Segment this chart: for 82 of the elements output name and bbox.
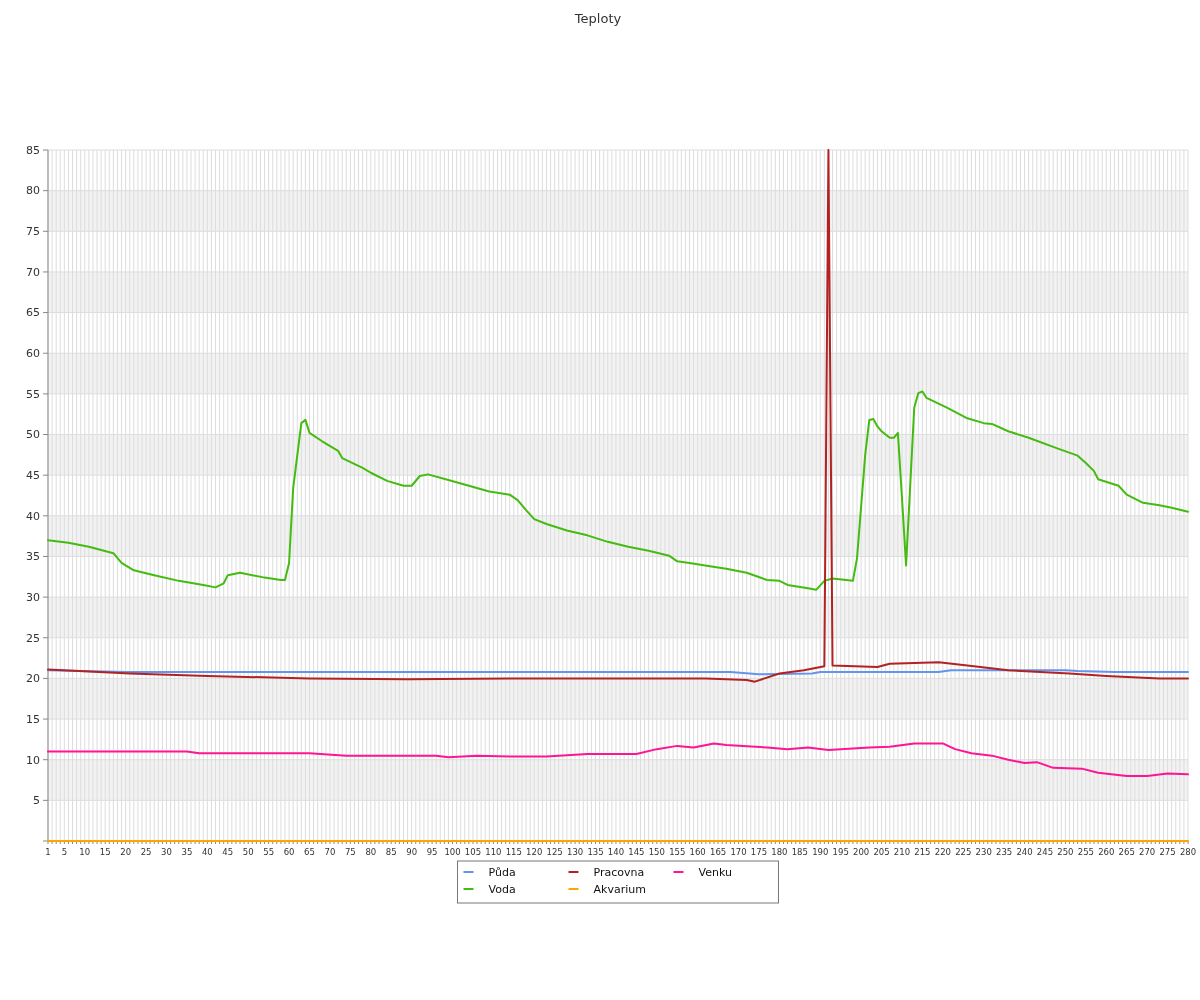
x-tick-label: 185 xyxy=(791,847,808,857)
x-tick-label: 230 xyxy=(975,847,992,857)
x-tick-label: 270 xyxy=(1139,847,1156,857)
y-tick-label: 80 xyxy=(26,184,40,198)
x-tick-label: 65 xyxy=(304,847,315,857)
y-tick-label: 40 xyxy=(26,509,40,523)
x-tick-label: 140 xyxy=(607,847,625,857)
x-tick-label: 130 xyxy=(566,847,584,857)
y-tick-label: 60 xyxy=(26,347,40,361)
x-tick-label: 275 xyxy=(1159,847,1176,857)
x-tick-label: 55 xyxy=(263,847,275,857)
y-tick-label: 50 xyxy=(26,428,40,442)
legend-label: Pracovna xyxy=(593,865,645,879)
x-tick-label: 170 xyxy=(730,847,747,857)
x-tick-label: 45 xyxy=(222,847,234,857)
legend-label: Půda xyxy=(488,865,516,879)
y-tick-label: 70 xyxy=(26,265,40,279)
x-tick-label: 105 xyxy=(464,847,482,857)
x-tick-label: 235 xyxy=(996,847,1013,857)
x-tick-label: 5 xyxy=(61,847,68,857)
y-tick-label: 35 xyxy=(26,550,40,564)
x-tick-label: 195 xyxy=(832,847,849,857)
x-tick-label: 40 xyxy=(201,847,213,857)
x-tick-label: 280 xyxy=(1179,847,1197,857)
x-tick-label: 215 xyxy=(914,847,931,857)
y-tick-label: 15 xyxy=(26,712,40,726)
x-tick-label: 30 xyxy=(161,847,172,857)
x-tick-label: 260 xyxy=(1098,847,1115,857)
x-tick-label: 180 xyxy=(771,847,788,857)
x-tick-label: 250 xyxy=(1057,847,1074,857)
x-tick-label: 75 xyxy=(344,847,356,857)
y-tick-label: 5 xyxy=(33,794,40,808)
x-tick-label: 255 xyxy=(1077,847,1094,857)
y-tick-label: 85 xyxy=(26,143,40,157)
line-series xyxy=(47,742,1189,777)
x-tick-label: 160 xyxy=(689,847,706,857)
legend-label: Venku xyxy=(698,865,732,879)
x-tick-label: 155 xyxy=(669,847,686,857)
x-tick-label: 85 xyxy=(385,847,397,857)
x-tick-label: 200 xyxy=(853,847,870,857)
x-tick-label: 135 xyxy=(587,847,604,857)
x-tick-label: 125 xyxy=(546,847,563,857)
x-tick-label: 190 xyxy=(812,847,829,857)
x-tick-label: 60 xyxy=(283,847,295,857)
x-tick-label: 165 xyxy=(709,847,727,857)
x-tick-label: 120 xyxy=(526,847,543,857)
legend-label: Akvarium xyxy=(593,882,646,896)
x-tick-label: 15 xyxy=(99,847,111,857)
y-tick-label: 65 xyxy=(26,306,40,320)
x-tick-label: 225 xyxy=(955,847,972,857)
y-tick-label: 25 xyxy=(26,631,40,645)
x-tick-label: 245 xyxy=(1036,847,1054,857)
x-tick-label: 145 xyxy=(628,847,645,857)
x-tick-label: 205 xyxy=(873,847,890,857)
x-tick-label: 150 xyxy=(648,847,665,857)
x-tick-label: 80 xyxy=(365,847,377,857)
x-tick-label: 115 xyxy=(505,847,522,857)
chart-title: Teploty xyxy=(573,11,622,26)
x-tick-label: 220 xyxy=(934,847,951,857)
x-tick-label: 175 xyxy=(750,847,768,857)
y-tick-label: 45 xyxy=(26,469,40,483)
x-tick-label: 10 xyxy=(79,847,91,857)
x-tick-label: 95 xyxy=(426,847,438,857)
x-tick-label: 240 xyxy=(1016,847,1033,857)
y-tick-label: 10 xyxy=(26,753,40,767)
x-tick-label: 265 xyxy=(1118,847,1135,857)
legend-label: Voda xyxy=(488,882,516,896)
x-tick-label: 25 xyxy=(140,847,152,857)
x-tick-label: 110 xyxy=(485,847,502,857)
x-tick-label: 210 xyxy=(893,847,911,857)
x-tick-label: 1 xyxy=(45,847,51,857)
y-tick-label: 20 xyxy=(26,672,40,686)
x-tick-label: 50 xyxy=(242,847,254,857)
x-tick-label: 35 xyxy=(181,847,193,857)
y-tick-label: 30 xyxy=(26,590,40,604)
x-tick-label: 90 xyxy=(406,847,418,857)
x-tick-label: 70 xyxy=(324,847,336,857)
x-tick-label: 20 xyxy=(120,847,132,857)
line-series xyxy=(47,390,1189,591)
y-tick-label: 75 xyxy=(26,225,40,239)
y-tick-label: 55 xyxy=(26,387,40,401)
x-tick-label: 100 xyxy=(444,847,461,857)
